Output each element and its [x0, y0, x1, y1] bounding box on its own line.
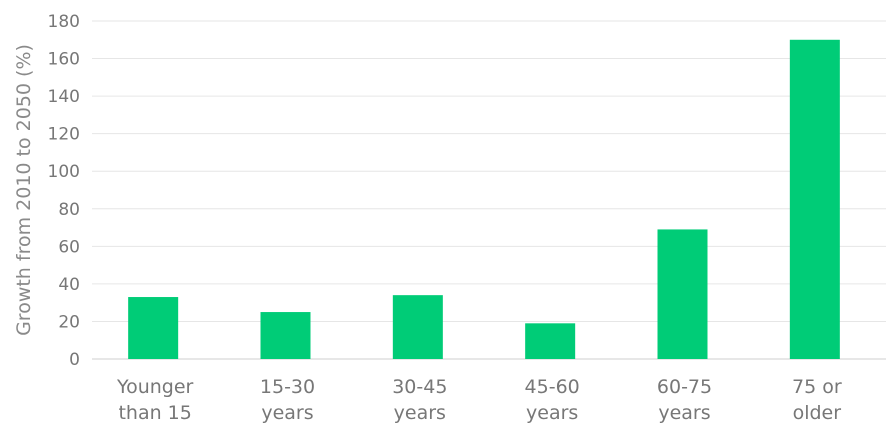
x-category-label: 75 or older — [792, 376, 842, 424]
bar — [525, 323, 576, 359]
y-tick-label: 20 — [58, 312, 80, 332]
x-category-label: 45-60 years — [525, 376, 580, 424]
y-tick-label: 100 — [48, 162, 80, 182]
y-tick-label: 140 — [48, 87, 80, 107]
y-axis-title: Growth from 2010 to 2050 (%) — [13, 44, 35, 336]
bar — [128, 297, 179, 359]
y-tick-label: 180 — [48, 12, 80, 32]
x-category-label: 60-75 years — [657, 376, 712, 424]
bars — [128, 39, 840, 360]
y-tick-label: 40 — [58, 275, 80, 295]
bar — [260, 312, 311, 359]
y-tick-label: 80 — [58, 200, 80, 220]
x-category-label: 15-30 years — [260, 376, 315, 424]
y-tick-label: 120 — [48, 125, 80, 145]
x-axis-labels: Younger than 15 15-30 years 30-45 years 45-60 y… — [116, 376, 842, 424]
y-axis-ticks: 0 20 40 60 80 100 120 140 160 180 — [48, 12, 80, 370]
bar — [392, 295, 443, 359]
bar — [789, 39, 840, 360]
y-tick-label: 0 — [69, 350, 80, 370]
x-category-label: 30-45 years — [392, 376, 447, 424]
gridlines — [92, 20, 886, 360]
y-tick-label: 60 — [58, 237, 80, 257]
y-tick-label: 160 — [48, 50, 80, 70]
x-category-label: Younger than 15 — [116, 376, 194, 424]
bar — [657, 229, 708, 359]
